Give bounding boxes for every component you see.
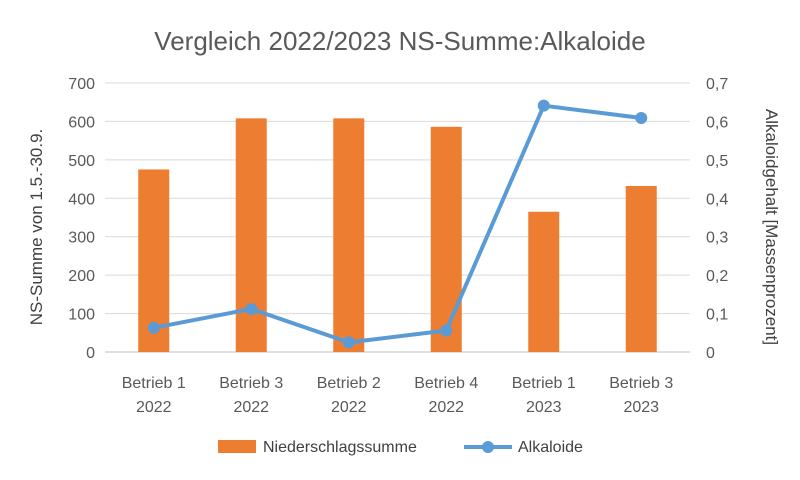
left-axis-ticks: 0 100 200 300 400 500 600 700	[68, 76, 95, 362]
legend-label-line: Alkaloide	[518, 439, 583, 456]
bar	[528, 211, 560, 352]
line-series	[147, 99, 648, 349]
left-tick-label: 100	[68, 307, 95, 324]
right-tick-label: 0,6	[706, 114, 728, 131]
x-axis-labels: Betrieb 1 2022 Betrieb 3 2022 Betrieb 2 2022 B…	[122, 375, 674, 416]
right-tick-label: 0,3	[706, 230, 728, 247]
x-tick-label: Betrieb 1 2023	[512, 375, 576, 416]
left-tick-label: 400	[68, 191, 95, 208]
alkaloid-line	[153, 103, 642, 345]
x-tick-label: Betrieb 1 2022	[122, 375, 186, 416]
x-tick-label: Betrieb 3 2022	[219, 375, 283, 416]
x-tick-label: Betrieb 4 2022	[414, 375, 478, 416]
legend-label-bars: Niederschlagssumme	[263, 439, 417, 456]
right-tick-label: 0,2	[706, 268, 728, 285]
line-point	[537, 99, 550, 112]
bar	[333, 118, 365, 353]
bar	[235, 118, 267, 353]
bar	[138, 169, 170, 352]
line-point	[147, 321, 160, 334]
line-point	[342, 336, 355, 349]
right-tick-label: 0,7	[706, 76, 728, 93]
left-tick-label: 500	[68, 153, 95, 170]
gridlines	[105, 82, 690, 353]
bar	[430, 126, 462, 353]
right-axis-title: Alkaloidgehalt [Massenprozent]	[762, 109, 781, 345]
left-tick-label: 300	[68, 230, 95, 247]
chart-title: Vergleich 2022/2023 NS-Summe:Alkaloide	[154, 26, 645, 56]
line-point	[635, 111, 648, 124]
line-point	[245, 302, 258, 315]
right-axis-ticks: 0 0,1 0,2 0,3 0,4 0,5 0,6 0,7	[706, 76, 728, 362]
right-tick-label: 0,1	[706, 307, 728, 324]
legend-swatch-bar	[218, 440, 256, 453]
left-tick-label: 0	[86, 345, 95, 362]
left-tick-label: 700	[68, 76, 95, 93]
bar	[625, 185, 657, 352]
right-tick-label: 0	[706, 345, 715, 362]
legend: Niederschlagssumme Alkaloide	[218, 439, 583, 456]
right-tick-label: 0,4	[706, 191, 728, 208]
line-point	[440, 324, 453, 337]
right-tick-label: 0,5	[706, 153, 728, 170]
x-tick-label: Betrieb 2 2022	[317, 375, 381, 416]
x-tick-label: Betrieb 3 2023	[609, 375, 673, 416]
legend-swatch-marker	[482, 441, 494, 453]
left-tick-label: 200	[68, 268, 95, 285]
left-tick-label: 600	[68, 114, 95, 131]
left-axis-title: NS-Summe von 1.5.-30.9.	[27, 129, 46, 326]
